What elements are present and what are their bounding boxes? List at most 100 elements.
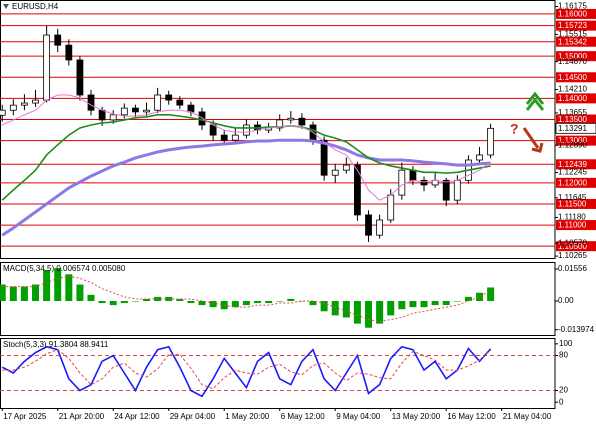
candle-body [487,127,495,156]
y-tick-label: 100 [559,339,573,348]
y-tick-label: 1.10570 [558,238,587,247]
candle-body [231,134,239,141]
level-label-box [556,220,596,231]
candle-body [54,34,62,46]
x-tick-label: 21 Apr 20:00 [59,412,105,421]
macd-bar [131,300,139,302]
candle-body [43,34,51,101]
level-label-box [556,72,596,83]
macd-bar [254,300,262,304]
y-tick-label: -0.013974 [558,325,595,334]
candle-body [198,111,206,126]
y-tick-label: 1.12245 [558,168,587,177]
candle-body [243,124,250,136]
symbol-icon [3,4,9,9]
y-tick-label: 1.14870 [558,57,587,66]
macd-bar [209,300,217,308]
x-tick-label: 21 May 04:00 [503,412,552,421]
y-tick-label: 0.00 [558,296,574,305]
level-label-box [556,20,596,31]
y-tick-label: 1.10265 [558,251,587,260]
level-label-box [556,114,596,125]
macd-bar [309,300,317,306]
up-arrow [525,91,545,105]
y-tick-label: 0 [559,397,564,406]
candle-body [109,114,117,121]
moving-average [2,94,491,201]
candle-body [21,102,28,106]
macd-bar [365,300,373,328]
y-tick-label: 20 [559,386,568,395]
level-label: 1.10500 [558,242,587,251]
candle-body [287,117,295,121]
x-tick-label: 17 Apr 2025 [3,412,47,421]
level-label: 1.12000 [558,178,587,187]
stoch-line [2,349,491,390]
macd-bar [32,284,40,301]
panel-frame [0,338,556,409]
panel-title: MACD(5,34,5) 0.006574 0.005080 [3,264,126,273]
x-tick-label: 6 May 12:00 [281,412,326,421]
macd-bar [54,268,62,301]
y-tick-label: 1.16175 [558,2,587,11]
y-tick-label: 1.11645 [558,193,587,202]
level-label: 1.15723 [558,21,587,30]
level-label: 1.13000 [558,136,587,145]
candle-body [342,164,350,171]
x-tick-label: 9 May 04:00 [336,412,381,421]
level-label: 1.12439 [558,160,587,169]
macd-bar [298,300,306,302]
macd-bar [43,270,51,301]
level-label: 1.14500 [558,73,587,82]
level-label-box [556,135,596,146]
candle-body [220,134,228,141]
macd-bar [276,300,284,302]
y-tick-label: 1.12890 [558,140,587,149]
candle-body [276,119,284,129]
macd-bar [431,300,439,306]
level-label-box [556,177,596,188]
x-tick-label: 24 Apr 12:00 [114,412,160,421]
macd-bar [143,298,151,301]
macd-bar [353,300,361,324]
candle-body [9,104,17,111]
candle-body [0,109,6,116]
annotation: ? [510,121,519,137]
macd-bar [187,300,195,304]
candle-body [165,94,173,101]
macd-bar [464,296,472,301]
candle-body [209,124,217,136]
level-label: 1.11500 [558,200,587,209]
macd-bar [342,300,350,318]
macd-bar [331,300,339,316]
macd-bar [453,300,461,302]
candle-body [298,117,306,126]
macd-bar [376,300,384,324]
level-label: 1.15342 [558,37,587,46]
moving-average [1,138,491,237]
y-tick-label: 80 [559,351,568,360]
level-label: 1.16000 [558,10,587,19]
level-label: 1.14000 [558,94,587,103]
macd-bar [242,300,250,306]
candle-body [143,109,150,113]
x-tick-label: 1 May 20:00 [225,412,270,421]
candle-body [176,99,184,106]
down-arrow [522,127,540,149]
candle-body [409,169,417,181]
y-tick-label: 1.11180 [558,213,586,222]
candle-body [376,219,384,236]
macd-bar [387,300,395,316]
candle-body [32,99,39,104]
x-tick-label: 16 May 12:00 [447,412,496,421]
macd-bar [265,300,273,304]
candle-body [87,94,95,111]
x-tick-label: 29 Apr 04:00 [170,412,216,421]
macd-bar [420,300,428,308]
macd-bar [9,286,17,301]
level-label-box [556,36,596,47]
panel-title: Stoch(5,3,3) 91.3804 88.9411 [3,340,109,349]
